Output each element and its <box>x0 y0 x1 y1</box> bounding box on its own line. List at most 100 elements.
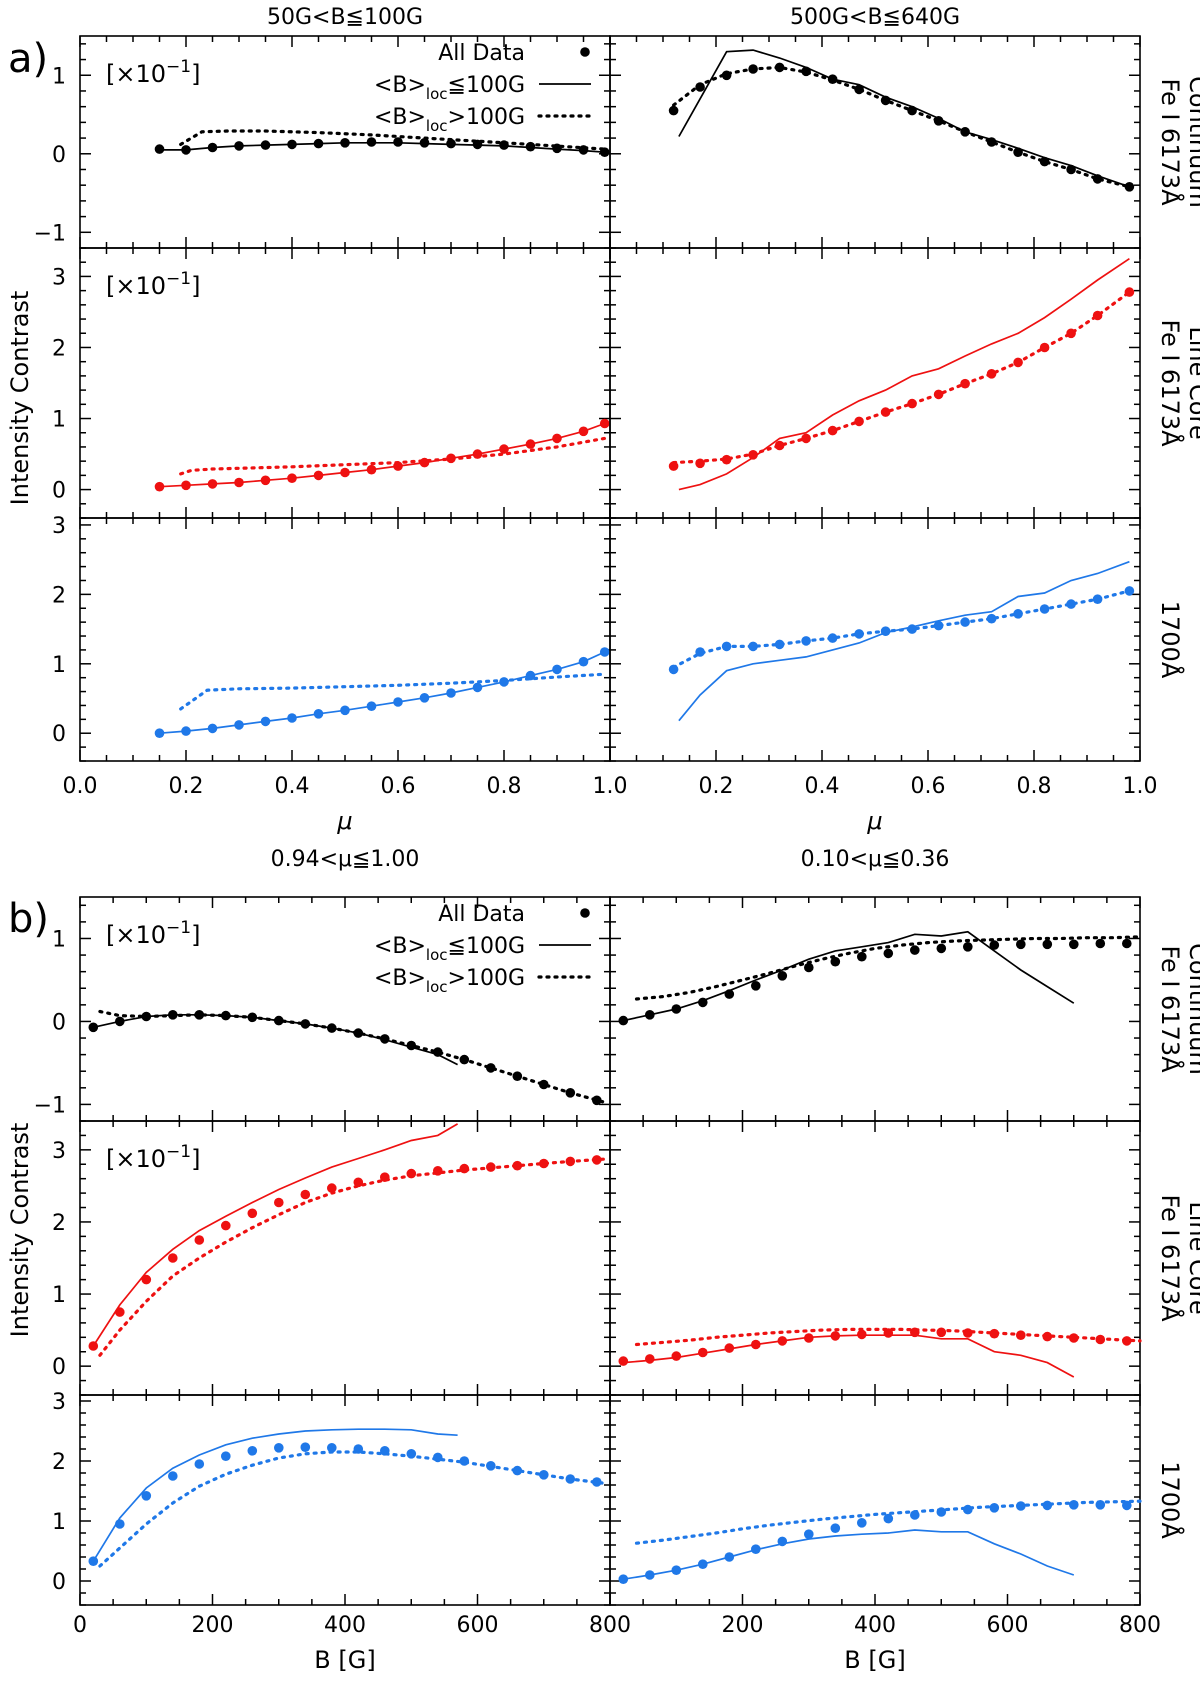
data-point <box>181 480 191 491</box>
data-point <box>472 682 483 693</box>
x-tick-label: 0.2 <box>169 774 204 799</box>
y-tick-label: 3 <box>52 1390 66 1415</box>
legend-marker-all-data <box>580 47 590 57</box>
data-point <box>1092 174 1103 184</box>
data-point <box>459 1456 470 1466</box>
data-point <box>300 1019 311 1029</box>
data-point <box>724 1552 735 1562</box>
data-point <box>1092 310 1103 321</box>
data-point <box>260 716 271 727</box>
legend-label-all-data: All Data <box>438 902 525 927</box>
y-tick-label: 1 <box>52 1283 66 1308</box>
data-point <box>274 1015 284 1026</box>
data-point <box>565 1088 576 1098</box>
data-point <box>857 1329 867 1340</box>
column-title: 0.94<μ≦1.00 <box>271 847 420 872</box>
data-point <box>907 105 917 116</box>
data-point <box>1066 164 1076 175</box>
data-point <box>539 1470 549 1480</box>
data-point <box>774 62 785 73</box>
data-point <box>366 464 377 475</box>
data-point <box>804 962 814 973</box>
data-point <box>539 1079 549 1090</box>
data-point <box>433 1452 443 1463</box>
data-point <box>830 1523 841 1533</box>
x-tick-label: 0.4 <box>805 774 840 799</box>
data-point <box>88 1556 99 1566</box>
data-point <box>380 1446 390 1456</box>
plot-panel-line_core: Fe I 6173Å Line Core <box>609 247 1200 519</box>
data-point <box>194 1235 205 1245</box>
data-point <box>446 453 456 464</box>
x-tick-label: 1.0 <box>1123 774 1158 799</box>
data-point <box>194 1459 205 1469</box>
panel-frame <box>79 517 611 762</box>
data-point <box>499 140 509 150</box>
y-tick-label: 3 <box>52 1139 66 1164</box>
legend-marker-all-data <box>580 908 590 918</box>
data-point <box>1095 1334 1106 1345</box>
y-tick-label: 1 <box>52 927 66 952</box>
data-point <box>207 479 218 489</box>
x-tick-label: 800 <box>589 1613 631 1638</box>
data-point <box>880 626 891 636</box>
data-point <box>406 1449 417 1459</box>
data-point <box>380 1034 390 1044</box>
data-point <box>721 454 732 465</box>
data-point <box>1013 357 1023 368</box>
row-label: 1700Å <box>1156 1461 1185 1539</box>
series-line-loc-low <box>623 930 1075 1022</box>
data-point <box>599 647 610 657</box>
data-point <box>433 1047 443 1057</box>
plot-panel-uv1700: 0 1 2 3 0.0 0.2 0.4 0.6 0.8 1.0 μ <box>52 514 628 835</box>
column-title: 50G<B≦100G <box>267 5 423 30</box>
series-line-loc-low <box>159 651 606 735</box>
data-point <box>499 677 509 687</box>
data-point <box>353 1444 364 1454</box>
data-point <box>446 688 456 698</box>
data-point <box>777 1336 788 1346</box>
data-point <box>486 1162 496 1172</box>
data-point <box>618 1015 629 1026</box>
series-line-loc-low <box>623 1529 1075 1581</box>
data-point <box>141 1274 152 1285</box>
data-point <box>695 647 705 657</box>
y-tick-label: 0 <box>52 722 66 747</box>
data-point <box>830 956 841 967</box>
data-point <box>274 1443 284 1453</box>
data-point <box>804 1333 814 1343</box>
y-tick-label: 0 <box>52 1570 66 1595</box>
data-point <box>565 1156 576 1167</box>
y-tick-label: 0 <box>52 1010 66 1035</box>
series-line-loc-high <box>671 65 1132 189</box>
panel-frame <box>609 1120 1141 1396</box>
series-line-loc-high <box>671 589 1132 669</box>
data-point <box>512 1465 523 1476</box>
data-point <box>751 1544 761 1554</box>
y-tick-label: 0 <box>52 1355 66 1380</box>
data-point <box>857 951 867 962</box>
x-tick-label: 0.8 <box>1017 774 1052 799</box>
data-point <box>645 1570 655 1580</box>
data-point <box>1013 609 1023 619</box>
data-point <box>181 145 191 155</box>
scale-note: [×10−1] <box>106 57 200 88</box>
data-point <box>668 664 679 675</box>
plot-panel-uv1700: 1700Å 0.2 0.4 0.6 0.8 1.0 μ <box>609 517 1185 835</box>
data-point <box>695 458 705 469</box>
y-tick-label: 1 <box>52 408 66 433</box>
data-point <box>578 145 589 155</box>
data-point <box>748 641 758 652</box>
data-point <box>234 720 244 730</box>
data-point <box>883 948 894 959</box>
data-point <box>989 1503 1000 1513</box>
scale-note: [×10−1] <box>106 918 200 949</box>
row-label: Fe I 6173Å <box>1156 78 1185 206</box>
data-point <box>1069 939 1079 950</box>
y-tick-label: 3 <box>52 514 66 539</box>
data-point <box>525 439 536 449</box>
data-point <box>1016 1501 1026 1511</box>
data-point <box>247 1446 258 1456</box>
data-point <box>1039 342 1050 353</box>
data-point <box>393 461 403 471</box>
